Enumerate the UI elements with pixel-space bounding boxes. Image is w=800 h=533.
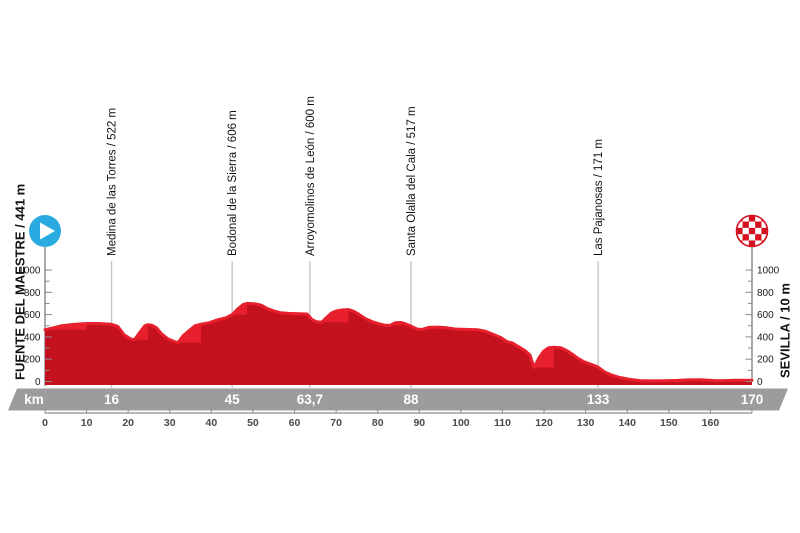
y-tick-label-right: 800 <box>757 288 774 299</box>
y-tick-label-right: 200 <box>757 355 774 366</box>
km-ruler: 0 10 20 30 40 50 60 70 80 90 100 110 120 130 140 150 160 <box>42 408 753 429</box>
km-band-finish-km: 170 <box>741 392 764 407</box>
km-band-unit-label: km <box>24 392 44 407</box>
y-tick-label-right: 1000 <box>757 266 780 277</box>
finish-checker-square <box>748 227 756 235</box>
km-band: km 16 45 63,7 88 133 170 <box>8 388 788 411</box>
km-band-waypoint-km: 16 <box>104 392 120 407</box>
y-tick-label-left: 200 <box>24 355 41 366</box>
waypoint-label: Medina de las Torres / 522 m <box>107 108 119 256</box>
finish-checker-square <box>761 216 767 222</box>
y-tick-label-left: 1000 <box>18 266 41 277</box>
ruler-tick-label: 0 <box>42 417 48 429</box>
finish-checker-square <box>761 227 767 235</box>
y-tick-label-right: 600 <box>757 310 774 321</box>
y-tick-label-right: 400 <box>757 332 774 343</box>
ruler-tick-label: 50 <box>247 417 259 429</box>
ruler-tick-label: 140 <box>618 417 636 429</box>
ruler-tick-label: 120 <box>535 417 553 429</box>
ruler-tick-label: 30 <box>164 417 176 429</box>
ruler-tick-label: 90 <box>413 417 425 429</box>
finish-checker-square <box>755 234 762 241</box>
finish-checker-square <box>737 216 743 222</box>
ruler-tick-label: 80 <box>372 417 384 429</box>
finish-checker-square <box>761 240 767 246</box>
ruler-tick-label: 40 <box>206 417 218 429</box>
y-tick-label-left: 600 <box>24 310 41 321</box>
finish-checker-square <box>755 221 762 228</box>
km-band-waypoint-km: 63,7 <box>297 392 323 407</box>
climb-highlight <box>178 324 201 343</box>
waypoint-label: Santa Olalla del Cala / 517 m <box>406 106 418 256</box>
ruler-tick-label: 60 <box>289 417 301 429</box>
climb-highlight <box>534 347 554 368</box>
location-labels: FUENTE DEL MAESTRE / 441 m SEVILLA / 10 m… <box>13 96 793 380</box>
km-band-waypoint-km: 88 <box>403 392 419 407</box>
play-triangle-icon <box>40 222 55 240</box>
start-finish-markers <box>29 214 769 248</box>
y-tick-label-right: 0 <box>757 377 763 388</box>
ruler-tick-label: 110 <box>494 417 511 429</box>
y-tick-label-left: 0 <box>35 377 41 388</box>
profile-top-edge <box>43 301 754 383</box>
ruler-tick-label: 70 <box>330 417 342 429</box>
ruler-tick-label: 10 <box>81 417 93 429</box>
waypoint-label: Arroyomolinos de León / 600 m <box>305 96 317 256</box>
finish-checker-square <box>737 240 743 246</box>
elevation-profile-area <box>43 301 754 385</box>
finish-checker-square <box>737 227 743 235</box>
finish-checker-square <box>748 216 756 222</box>
finish-location-label: SEVILLA / 10 m <box>778 283 793 378</box>
waypoint-label: Las Pajanosas / 171 m <box>593 139 605 256</box>
ruler-tick-label: 150 <box>660 417 678 429</box>
y-tick-label-left: 800 <box>24 288 41 299</box>
finish-checker-square <box>748 240 756 246</box>
ruler-tick-label: 130 <box>577 417 595 429</box>
ruler-tick-label: 160 <box>702 417 720 429</box>
km-band-waypoint-km: 133 <box>587 392 610 407</box>
ruler-tick-label: 20 <box>122 417 134 429</box>
y-tick-label-left: 400 <box>24 332 41 343</box>
climb-highlight <box>321 309 349 323</box>
waypoint-label: Bodonal de la Sierra / 606 m <box>227 110 239 256</box>
km-band-bar <box>8 388 788 411</box>
elevation-axis: 0 0 200 200 400 400 600 600 800 800 1000 1000 <box>18 266 779 389</box>
ruler-tick-label: 100 <box>452 417 470 429</box>
start-location-label: FUENTE DEL MAESTRE / 441 m <box>13 184 28 380</box>
finish-checker-square <box>742 234 749 241</box>
finish-checker-square <box>742 221 749 228</box>
km-band-waypoint-km: 45 <box>225 392 241 407</box>
profile-fill <box>45 303 752 385</box>
